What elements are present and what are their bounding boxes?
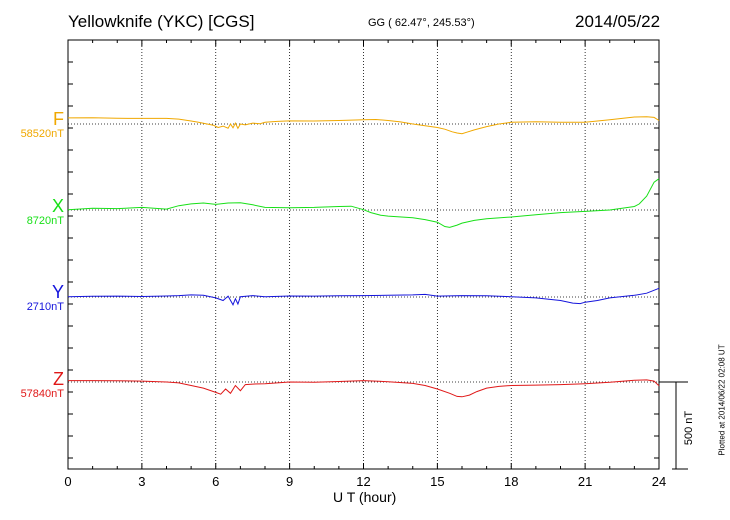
station-title: Yellowknife (YKC) [CGS]: [68, 12, 255, 31]
x-axis-label: U T (hour): [333, 489, 397, 505]
baseline-value: 57840nT: [20, 388, 64, 400]
component-label-y: Y 2710nT: [0, 283, 64, 314]
baseline-value: 2710nT: [26, 301, 64, 313]
x-tick-label: 6: [212, 474, 220, 489]
component-label-x: X 8720nT: [0, 197, 64, 228]
plotted-timestamp: Plotted at 2014/06/22 02:08 UT: [717, 344, 727, 456]
station-coordinates: GG ( 62.47°, 245.53°): [368, 17, 475, 29]
x-tick-label: 3: [138, 474, 146, 489]
component-name: Y: [51, 282, 64, 302]
x-tick-label: 21: [577, 474, 593, 489]
baseline-value: 58520nT: [20, 128, 64, 140]
component-name: X: [51, 196, 64, 216]
plot-date: 2014/05/22: [575, 12, 661, 31]
trace-x: [67, 178, 660, 228]
x-tick-label: 12: [356, 474, 371, 489]
component-name: Z: [53, 369, 64, 389]
trace-y: [67, 287, 660, 306]
baseline-value: 8720nT: [26, 215, 64, 227]
horizontal-baselines: [68, 123, 659, 383]
traces: [67, 116, 660, 398]
x-tick-label: 24: [651, 474, 667, 489]
trace-f: [67, 116, 660, 135]
tick-marks: [67, 40, 660, 469]
x-tick-label: 9: [286, 474, 294, 489]
scale-bar: [659, 381, 688, 470]
component-name: F: [53, 109, 64, 129]
scale-bar-label: 500 nT: [683, 410, 695, 446]
component-label-f: F 58520nT: [0, 110, 64, 141]
x-tick-label: 0: [64, 474, 72, 489]
plot-frame: [67, 39, 660, 470]
x-tick-label: 18: [504, 474, 519, 489]
x-tick-label: 15: [430, 474, 445, 489]
trace-z: [68, 379, 660, 398]
vertical-gridlines: [141, 40, 586, 469]
component-label-z: Z 57840nT: [0, 370, 64, 401]
